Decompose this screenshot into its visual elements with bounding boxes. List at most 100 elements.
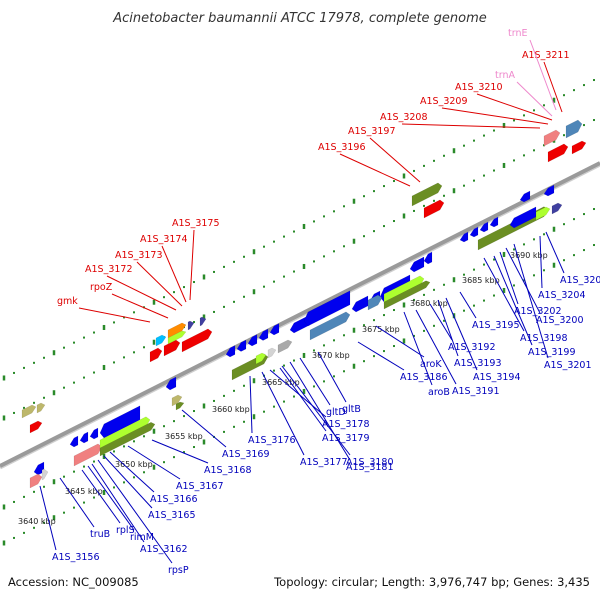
gene-feature-blue	[489, 216, 499, 228]
leader-line	[369, 137, 421, 183]
gene-feature-blue	[409, 256, 425, 273]
gene-label: A1S_3191	[452, 386, 500, 397]
gene-label: trnA	[495, 70, 515, 81]
leader-line	[106, 275, 177, 311]
gene-label: gltB	[342, 404, 361, 415]
gene-label: A1S_3198	[520, 333, 568, 344]
gene-label: A1S_3210	[455, 82, 503, 93]
gene-feature-khaki	[21, 404, 37, 419]
gene-feature-blue	[247, 334, 258, 347]
leader-line	[161, 245, 187, 303]
gene-feature-blue	[303, 290, 351, 327]
leader-line	[289, 361, 351, 461]
gene-feature-salmon	[29, 473, 43, 489]
gene-label: A1S_3195	[472, 320, 520, 331]
gene-feature-purple	[199, 316, 207, 327]
gene-feature-blue	[509, 206, 537, 229]
leader-line	[189, 229, 195, 301]
gene-label: A1S_3196	[318, 142, 366, 153]
gene-feature-steel	[367, 294, 383, 311]
leader-line	[529, 39, 557, 111]
gene-label: rpsP	[168, 565, 189, 576]
gene-label: A1S_3175	[172, 218, 220, 229]
gene-feature-lime	[167, 330, 187, 345]
gene-label: A1S_3169	[222, 449, 270, 460]
gene-feature-blue	[69, 435, 79, 448]
gene-feature-steel	[309, 311, 351, 341]
gene-label: A1S_3165	[148, 510, 196, 521]
gene-feature-blue	[79, 431, 89, 444]
gene-feature-lime	[255, 352, 267, 365]
gene-feature-olive	[383, 280, 431, 310]
gene-feature-red	[181, 328, 213, 353]
leader-line	[281, 365, 351, 456]
gene-feature-red	[163, 339, 181, 357]
gene-label: rimM	[130, 532, 154, 543]
map-title: Acinetobacter baumannii ATCC 17978, comp…	[112, 11, 487, 26]
gene-label: A1S_3177	[300, 457, 348, 468]
gene-feature-gray	[277, 339, 293, 354]
gene-label: A1S_3181	[346, 462, 394, 473]
gene-feature-cyan	[155, 334, 167, 347]
gene-label: A1S_3199	[528, 347, 576, 358]
gene-label: A1S_3194	[473, 372, 521, 383]
kbp-label: 3665 kbp	[262, 378, 300, 387]
gene-feature-blue	[423, 251, 433, 265]
leader-line	[516, 81, 553, 117]
leader-line	[403, 311, 433, 386]
leader-line	[539, 235, 543, 289]
kbp-label: 3680 kbp	[410, 299, 448, 308]
gene-label: A1S_3180	[346, 457, 394, 468]
leader-line	[109, 451, 155, 493]
gene-feature-blue	[459, 231, 469, 243]
leader-line	[39, 485, 57, 551]
leader-line	[445, 297, 478, 371]
gene-label: A1S_3197	[348, 126, 396, 137]
gene-label: A1S_3201	[544, 360, 592, 371]
backbone-line	[0, 161, 600, 468]
gene-feature-olive	[411, 182, 443, 207]
gene-labels: gmk rpoZ A1S_3172 A1S_3173 A1S_3174 A1S_3175 A…	[39, 28, 600, 576]
leader-line	[505, 247, 541, 314]
gene-feature-blue	[469, 226, 479, 238]
gene-label: A1S_3205	[560, 275, 600, 286]
gene-feature-khaki	[36, 402, 46, 414]
gene-feature-blue	[89, 427, 99, 440]
leader-line	[375, 325, 425, 358]
leader-line	[136, 261, 183, 307]
leader-line	[476, 93, 553, 121]
leader-line	[78, 307, 151, 323]
gene-feature-red	[423, 199, 445, 219]
gene-label: rpoZ	[90, 282, 113, 293]
gene-label: A1S_3186	[400, 372, 448, 383]
leader-line	[493, 255, 533, 346]
gene-feature-olive	[175, 401, 185, 411]
leader-line	[87, 465, 135, 531]
accession-text: Accession: NC_009085	[8, 575, 139, 589]
gene-label: aroK	[420, 359, 442, 370]
gene-feature-orange	[167, 322, 187, 339]
leader-line	[437, 299, 459, 357]
gene-feature-blue	[225, 345, 236, 358]
gene-label: A1S_3192	[448, 342, 496, 353]
gene-feature-red	[571, 140, 587, 155]
gene-feature-salmon	[543, 129, 561, 147]
kbp-label: 3645 kbp	[65, 487, 103, 496]
genome-backbone	[0, 161, 600, 470]
gene-feature-blue	[165, 376, 177, 391]
leader-line	[59, 477, 95, 528]
gene-label: A1S_3168	[204, 465, 252, 476]
leader-line	[279, 367, 327, 432]
leader-line	[91, 463, 145, 543]
gene-feature-blue	[351, 295, 369, 313]
gene-feature-lime	[535, 206, 551, 221]
gene-label: gltD	[326, 407, 346, 418]
leader-line	[441, 107, 549, 125]
leader-line	[317, 351, 347, 403]
leader-line	[499, 251, 519, 305]
gene-feature-red	[547, 143, 569, 163]
kbp-label: 3640 kbp	[18, 517, 56, 526]
kbp-label: 3650 kbp	[115, 460, 153, 469]
leader-line	[543, 61, 563, 113]
